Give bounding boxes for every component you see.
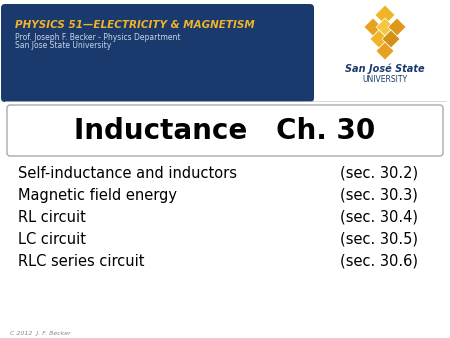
Polygon shape	[364, 18, 382, 36]
Text: (sec. 30.5): (sec. 30.5)	[340, 232, 418, 247]
Polygon shape	[375, 5, 395, 25]
Text: UNIVERSITY: UNIVERSITY	[362, 75, 408, 84]
Text: RL circuit: RL circuit	[18, 210, 86, 225]
Text: Inductance   Ch. 30: Inductance Ch. 30	[74, 117, 376, 145]
Polygon shape	[382, 30, 400, 48]
Text: (sec. 30.2): (sec. 30.2)	[340, 166, 418, 181]
FancyBboxPatch shape	[1, 4, 314, 102]
Text: RLC series circuit: RLC series circuit	[18, 254, 144, 269]
Text: Prof. Joseph F. Becker - Physics Department: Prof. Joseph F. Becker - Physics Departm…	[15, 33, 180, 42]
Text: LC circuit: LC circuit	[18, 232, 86, 247]
Text: C 2012  J. F. Becker: C 2012 J. F. Becker	[10, 331, 71, 336]
Polygon shape	[376, 18, 394, 36]
Text: Magnetic field energy: Magnetic field energy	[18, 188, 177, 203]
Text: San José State: San José State	[345, 63, 425, 73]
Text: Self-inductance and inductors: Self-inductance and inductors	[18, 166, 237, 181]
Text: (sec. 30.6): (sec. 30.6)	[340, 254, 418, 269]
Polygon shape	[370, 30, 388, 48]
Text: (sec. 30.4): (sec. 30.4)	[340, 210, 418, 225]
Text: PHYSICS 51—ELECTRICITY & MAGNETISM: PHYSICS 51—ELECTRICITY & MAGNETISM	[15, 20, 255, 30]
Text: (sec. 30.3): (sec. 30.3)	[340, 188, 418, 203]
FancyBboxPatch shape	[7, 105, 443, 156]
Text: San Jose State University: San Jose State University	[15, 41, 111, 50]
Polygon shape	[376, 42, 394, 60]
Polygon shape	[388, 18, 406, 36]
